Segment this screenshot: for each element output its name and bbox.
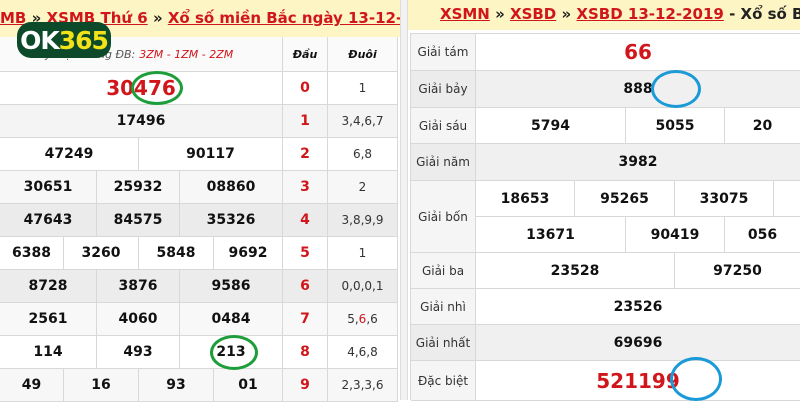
prize-bon-value: 33075 bbox=[675, 181, 774, 217]
prize-nhat-value: 69696 bbox=[476, 325, 800, 361]
right-breadcrumb-bar: XSMN » XSBD » XSBD 13-12-2019 - Xổ số Bì… bbox=[408, 0, 800, 30]
prize-number: 0484 bbox=[180, 303, 283, 336]
prize-number: 90117 bbox=[139, 138, 283, 171]
logo-ok: OK bbox=[20, 25, 60, 55]
left-results-table: Ký hiệu trúng ĐB:3ZM - 1ZM - 2ZMĐầuĐuôi3… bbox=[0, 37, 400, 402]
dau-digit: 5 bbox=[283, 237, 328, 270]
prize-number: 47643 bbox=[0, 204, 97, 237]
duoi-part: ,6 bbox=[366, 312, 378, 326]
prize-db-value: 521199 bbox=[476, 361, 800, 401]
duoi-digits: 3,8,9,9 bbox=[328, 204, 398, 237]
panel-divider bbox=[400, 0, 408, 400]
prize-tam-value: 66 bbox=[476, 34, 800, 71]
prize-number: 3876 bbox=[97, 270, 180, 303]
dau-digit: 8 bbox=[283, 336, 328, 369]
prize-number: 16 bbox=[64, 369, 139, 402]
prize-nhi-value: 23526 bbox=[476, 289, 800, 325]
duoi-part: 6 bbox=[358, 312, 367, 326]
dau-digit: 3 bbox=[283, 171, 328, 204]
prize-number: 84575 bbox=[97, 204, 180, 237]
duoi-digits: 1 bbox=[328, 72, 398, 105]
dau-digit: 2 bbox=[283, 138, 328, 171]
prize-ba-value: 23528 bbox=[476, 253, 675, 289]
duoi-digits: 0,0,0,1 bbox=[328, 270, 398, 303]
label-giai-nhat: Giải nhất bbox=[411, 325, 476, 361]
prize-bon-value: 18653 bbox=[476, 181, 575, 217]
label-giai-tam: Giải tám bbox=[411, 34, 476, 71]
prize-number: 9586 bbox=[180, 270, 283, 303]
duoi-digits: 4,6,8 bbox=[328, 336, 398, 369]
duoi-digits: 5, 6,6 bbox=[328, 303, 398, 336]
prize-number: 2561 bbox=[0, 303, 97, 336]
prize-number: 25932 bbox=[97, 171, 180, 204]
duoi-part: 5, bbox=[347, 312, 359, 326]
prize-number: 30476 bbox=[0, 72, 283, 105]
right-title-suffix: - Xổ số Bình Dương bbox=[729, 5, 800, 23]
prize-number: 49 bbox=[0, 369, 64, 402]
prize-number: 08860 bbox=[180, 171, 283, 204]
label-giai-ba: Giải ba bbox=[411, 253, 476, 289]
prize-bon-value: 13671 bbox=[476, 217, 626, 253]
label-giai-sau: Giải sáu bbox=[411, 108, 476, 144]
prize-bon-value: 90419 bbox=[626, 217, 725, 253]
prize-nam-value: 3982 bbox=[476, 144, 800, 181]
special-codes: 3ZM - 1ZM - 2ZM bbox=[139, 47, 234, 61]
breadcrumb-link-xsbd-date[interactable]: XSBD 13-12-2019 bbox=[576, 5, 724, 23]
prize-bon-value bbox=[774, 181, 800, 217]
prize-sau-value: 20 bbox=[725, 108, 800, 144]
prize-number: 93 bbox=[139, 369, 214, 402]
prize-number: 8728 bbox=[0, 270, 97, 303]
dau-digit: 4 bbox=[283, 204, 328, 237]
prize-number: 01 bbox=[214, 369, 283, 402]
prize-bay-value: 888 bbox=[476, 71, 800, 108]
duoi-digits: 1 bbox=[328, 237, 398, 270]
prize-ba-value: 97250 bbox=[675, 253, 800, 289]
ok365-logo: OK 365 bbox=[17, 22, 111, 58]
prize-number: 4060 bbox=[97, 303, 180, 336]
prize-number: 213 bbox=[180, 336, 283, 369]
dau-digit: 9 bbox=[283, 369, 328, 402]
breadcrumb-link-mb[interactable]: MB bbox=[0, 9, 27, 27]
prize-sau-value: 5055 bbox=[626, 108, 725, 144]
prize-number: 6388 bbox=[0, 237, 64, 270]
prize-number: 47249 bbox=[0, 138, 139, 171]
label-giai-bay: Giải bảy bbox=[411, 71, 476, 108]
duoi-digits: 3,4,6,7 bbox=[328, 105, 398, 138]
prize-number: 493 bbox=[97, 336, 180, 369]
breadcrumb-link-xsmn[interactable]: XSMN bbox=[440, 5, 490, 23]
breadcrumb-link-xsmb-date[interactable]: Xổ số miền Bắc ngày 13-12-2019 bbox=[167, 9, 400, 27]
header-duoi: Đuôi bbox=[328, 37, 398, 72]
label-giai-nam: Giải năm bbox=[411, 144, 476, 181]
prize-sau-value: 5794 bbox=[476, 108, 626, 144]
breadcrumb-link-xsbd[interactable]: XSBD bbox=[510, 5, 557, 23]
header-dau: Đầu bbox=[283, 37, 328, 72]
prize-bon-value: 056 bbox=[725, 217, 800, 253]
prize-number: 5848 bbox=[139, 237, 214, 270]
duoi-digits: 6,8 bbox=[328, 138, 398, 171]
dau-digit: 0 bbox=[283, 72, 328, 105]
logo-365: 365 bbox=[58, 25, 109, 55]
dau-digit: 7 bbox=[283, 303, 328, 336]
label-giai-bon: Giải bốn bbox=[411, 181, 476, 253]
prize-number: 3260 bbox=[64, 237, 139, 270]
label-giai-nhi: Giải nhì bbox=[411, 289, 476, 325]
prize-bon-value: 95265 bbox=[575, 181, 675, 217]
dau-digit: 6 bbox=[283, 270, 328, 303]
prize-number: 114 bbox=[0, 336, 97, 369]
label-giai-db: Đặc biệt bbox=[411, 361, 476, 401]
prize-number: 35326 bbox=[180, 204, 283, 237]
duoi-digits: 2,3,3,6 bbox=[328, 369, 398, 402]
prize-number: 30651 bbox=[0, 171, 97, 204]
duoi-digits: 2 bbox=[328, 171, 398, 204]
prize-number: 9692 bbox=[214, 237, 283, 270]
prize-number: 17496 bbox=[0, 105, 283, 138]
right-results-table: Giải tám 66 Giải bảy 888 Giải sáu 5794 5055 20 G… bbox=[410, 33, 800, 401]
dau-digit: 1 bbox=[283, 105, 328, 138]
